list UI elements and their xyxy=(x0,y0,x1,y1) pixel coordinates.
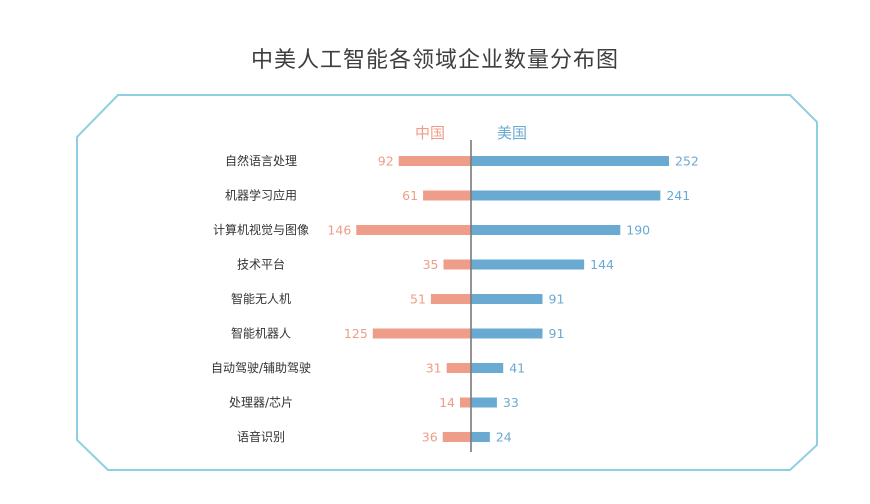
bar-china xyxy=(442,432,471,442)
value-label-us: 41 xyxy=(509,361,525,376)
bar-us xyxy=(471,190,661,201)
value-label-china: 92 xyxy=(378,154,394,169)
category-label: 自然语言处理 xyxy=(225,153,297,168)
bar-us xyxy=(471,294,543,304)
value-label-us: 91 xyxy=(549,326,565,341)
value-label-us: 144 xyxy=(590,257,614,272)
value-label-china: 61 xyxy=(402,188,418,203)
category-label: 智能无人机 xyxy=(231,291,291,306)
bar-china xyxy=(446,363,471,373)
bar-us xyxy=(471,328,543,339)
legend-china: 中国 xyxy=(415,124,445,142)
value-label-china: 35 xyxy=(423,257,439,272)
bar-us xyxy=(471,363,504,373)
category-label: 自动驾驶/辅助驾驶 xyxy=(211,360,311,375)
bar-us xyxy=(471,397,497,408)
value-label-us: 91 xyxy=(549,292,565,307)
bar-us xyxy=(471,259,585,270)
category-label: 机器学习应用 xyxy=(225,188,297,203)
bar-china xyxy=(430,294,471,304)
value-label-us: 241 xyxy=(666,188,690,203)
category-label: 技术平台 xyxy=(237,257,285,272)
bar-china xyxy=(460,397,471,408)
value-label-china: 146 xyxy=(327,223,351,238)
chart-title: 中美人工智能各领域企业数量分布图 xyxy=(250,48,619,73)
value-label-china: 125 xyxy=(344,326,368,341)
category-label: 计算机视觉与图像 xyxy=(213,222,309,237)
category-label: 智能机器人 xyxy=(231,326,291,341)
value-label-china: 31 xyxy=(426,361,442,376)
value-label-us: 24 xyxy=(496,430,512,445)
value-label-us: 190 xyxy=(626,223,650,238)
bar-china xyxy=(423,190,471,201)
bar-china xyxy=(443,259,471,270)
value-label-china: 51 xyxy=(410,292,426,307)
chart-frame xyxy=(76,94,818,471)
value-label-us: 33 xyxy=(503,395,519,410)
bar-china xyxy=(356,225,471,235)
bar-us xyxy=(471,156,669,166)
value-label-china: 14 xyxy=(439,395,455,410)
value-label-china: 36 xyxy=(422,430,438,445)
category-label: 处理器/芯片 xyxy=(229,396,293,410)
bar-china xyxy=(398,156,471,166)
value-label-us: 252 xyxy=(675,154,699,169)
bar-us xyxy=(471,432,490,442)
category-label: 语音识别 xyxy=(237,429,285,444)
bar-us xyxy=(471,225,621,235)
bar-china xyxy=(372,328,471,339)
legend-us: 美国 xyxy=(497,124,527,142)
